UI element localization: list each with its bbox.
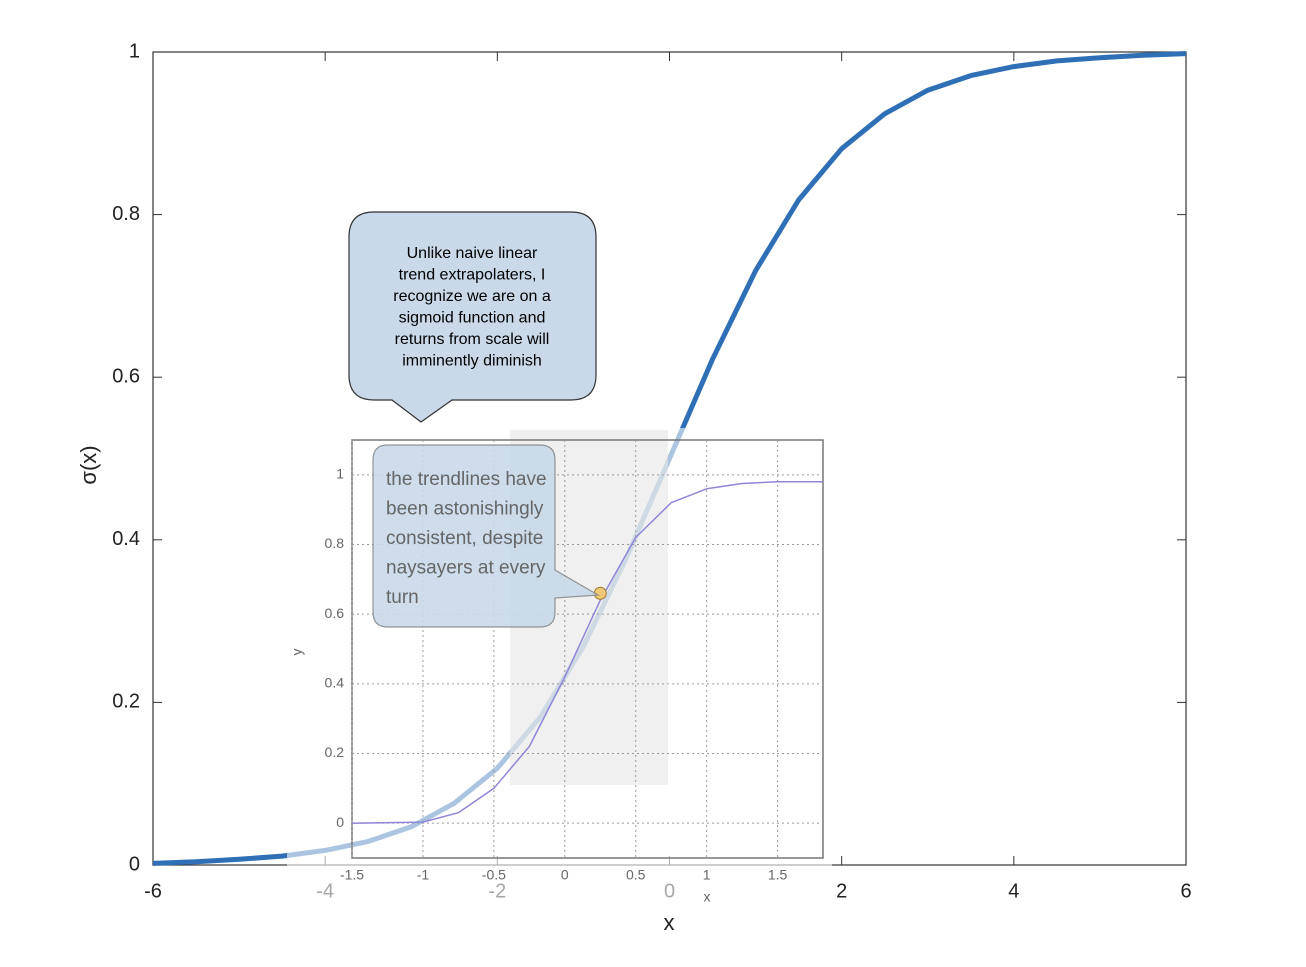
bubble-text: returns from scale will	[395, 331, 550, 348]
x-tick-label: 4	[1008, 880, 1019, 902]
y-tick-label: 0.8	[112, 203, 140, 225]
series-line	[351, 481, 823, 824]
y-tick-label: 0	[336, 814, 344, 830]
bubble-text: trend extrapolaters, I	[399, 267, 546, 284]
x-tick-label: -0.5	[482, 867, 506, 883]
x-tick-label: 6	[1180, 880, 1191, 902]
x-axis-label: x	[704, 889, 711, 905]
bubble-text: recognize we are on a	[393, 288, 551, 305]
x-axis-label: x	[664, 910, 675, 935]
bubble-text: consistent, despite	[386, 528, 543, 549]
x-tick-label: -6	[144, 880, 162, 902]
x-tick-label: 0.5	[626, 867, 646, 883]
y-tick-label: 0.6	[112, 365, 140, 387]
speech-bubble	[348, 211, 597, 423]
bubble-text: Unlike naive linear	[407, 245, 538, 262]
y-tick-label: 0.4	[325, 675, 345, 691]
y-tick-label: 0	[129, 853, 140, 875]
x-tick-label: 1	[703, 867, 711, 883]
bubble-text: the trendlines have	[386, 469, 547, 490]
x-tick-label: 2	[836, 880, 847, 902]
y-axis-label: σ(x)	[76, 445, 101, 484]
bubble-text: turn	[386, 587, 419, 608]
x-tick-label: 0	[561, 867, 569, 883]
bubble-text: sigmoid function and	[399, 310, 546, 327]
bubble-text: naysayers at every	[386, 558, 546, 579]
bubble-text: imminently diminish	[402, 353, 542, 370]
x-tick-label: -1.5	[340, 867, 364, 883]
y-tick-label: 0.6	[325, 605, 345, 621]
y-tick-label: 0.2	[112, 691, 140, 713]
y-axis-label: y	[289, 649, 305, 656]
y-tick-label: 0.4	[112, 528, 140, 550]
y-tick-label: 0.8	[325, 535, 345, 551]
x-tick-label: -1	[417, 867, 430, 883]
bubble-text: been astonishingly	[386, 499, 544, 520]
y-tick-label: 1	[336, 466, 344, 482]
speech-bubble	[372, 444, 600, 628]
x-tick-label: 1.5	[768, 867, 788, 883]
y-tick-label: 1	[129, 40, 140, 62]
plot-frame	[351, 439, 824, 859]
y-tick-label: 0.2	[325, 744, 345, 760]
